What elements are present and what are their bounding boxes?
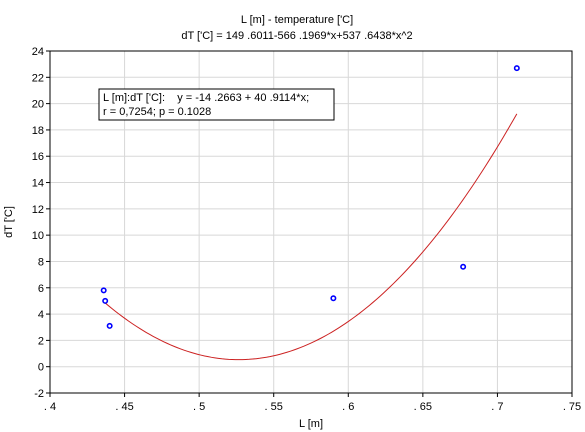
data-point <box>106 322 113 329</box>
annotation-line-1: L [m]:dT ['C]: y = -14 .2663 + 40 .9114*… <box>103 92 309 104</box>
x-tick-label: . 45 <box>115 401 133 413</box>
data-point <box>460 263 467 270</box>
data-point <box>100 287 107 294</box>
x-tick-label: . 55 <box>265 401 283 413</box>
stats-annotation: L [m]:dT ['C]: y = -14 .2663 + 40 .9114*… <box>98 88 335 121</box>
data-points <box>100 65 520 329</box>
y-tick-label: 20 <box>32 99 44 111</box>
y-tick-label: 6 <box>38 283 44 295</box>
x-tick-label: . 75 <box>563 401 581 413</box>
chart-subtitle: dT ['C] = 149 .6011-566 .1969*x+537 .643… <box>181 30 412 42</box>
chart-title: L [m] - temperature ['C] <box>241 14 353 26</box>
y-tick-label: 14 <box>32 178 44 190</box>
y-tick-label: 10 <box>32 230 44 242</box>
x-tick-label: . 5 <box>193 401 205 413</box>
y-tick-label: 18 <box>32 125 44 137</box>
fit-curve-layer <box>104 113 518 361</box>
x-axis-label: L [m] <box>299 418 323 430</box>
y-tick-label: 8 <box>38 256 44 268</box>
x-tick-label: . 4 <box>44 401 56 413</box>
x-tick-label: . 6 <box>342 401 354 413</box>
data-point <box>330 295 337 302</box>
y-tick-label: 4 <box>38 309 44 321</box>
plot-frame <box>49 50 573 394</box>
data-point <box>102 297 109 304</box>
annotation-line-2: r = 0,7254; p = 0.1028 <box>103 106 211 118</box>
y-tick-label: 2 <box>38 335 44 347</box>
y-tick-label: 22 <box>32 72 44 84</box>
data-point <box>513 65 520 72</box>
y-tick-label: 16 <box>32 151 44 163</box>
x-axis-ticks: . 4 . 45 . 5 . 55 . 6 . 65 . 7 . 75 <box>44 393 581 413</box>
x-tick-label: . 7 <box>491 401 503 413</box>
x-tick-label: . 65 <box>414 401 432 413</box>
y-tick-label: 0 <box>38 362 44 374</box>
annotation-box <box>98 88 335 121</box>
y-axis-label: dT ['C] <box>3 206 15 238</box>
y-tick-label: -2 <box>34 388 44 400</box>
regression-curve <box>104 113 518 361</box>
y-tick-label: 12 <box>32 204 44 216</box>
y-tick-label: 24 <box>32 46 44 58</box>
